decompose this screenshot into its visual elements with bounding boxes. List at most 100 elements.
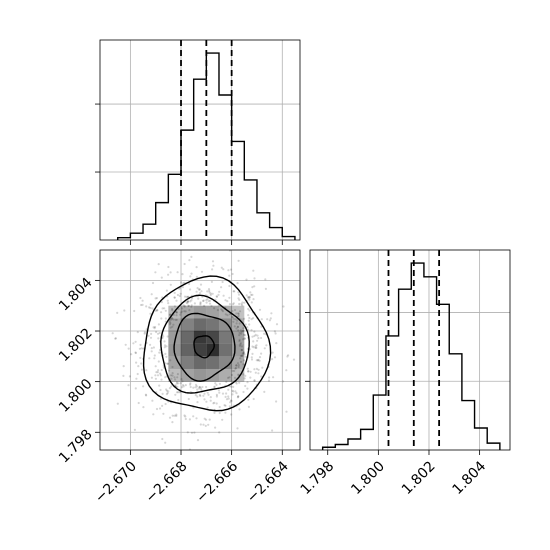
y-histogram-quantile-lines: [387, 250, 441, 450]
scatter-point: [258, 359, 261, 362]
scatter-point: [238, 322, 241, 325]
scatter-point: [238, 334, 241, 337]
scatter-point: [140, 303, 143, 307]
scatter-point: [268, 376, 271, 379]
density-cell: [231, 343, 245, 357]
scatter-point: [260, 325, 263, 328]
density-cell: [231, 368, 245, 382]
scatter-point: [227, 388, 230, 391]
scatter-point: [114, 337, 117, 340]
scatter-point: [238, 408, 241, 411]
scatter-point: [175, 311, 178, 314]
scatter-point: [239, 357, 242, 360]
scatter-point: [182, 304, 185, 307]
density-cell: [218, 305, 232, 319]
scatter-point: [229, 399, 233, 402]
scatter-point: [142, 406, 145, 409]
scatter-point: [157, 360, 160, 363]
scatter-point: [178, 287, 181, 290]
scatter-point: [237, 291, 240, 294]
scatter-point: [234, 367, 237, 370]
scatter-point: [251, 352, 254, 355]
scatter-point: [281, 380, 285, 383]
scatter-point: [175, 318, 178, 321]
scatter-point: [228, 405, 231, 408]
scatter-point: [200, 290, 203, 293]
scatter-point: [134, 351, 137, 355]
scatter-point: [175, 414, 178, 417]
scatter-point: [230, 373, 233, 377]
scatter-point: [176, 271, 179, 274]
scatter-point: [256, 334, 259, 337]
scatter-point: [282, 305, 285, 308]
scatter-point: [156, 309, 159, 312]
scatter-point: [143, 332, 146, 335]
scatter-point: [270, 312, 273, 315]
x-histogram-ticks: [95, 103, 283, 245]
scatter-point: [253, 334, 256, 338]
scatter-point: [231, 303, 234, 306]
scatter-point: [234, 318, 237, 321]
scatter-point: [216, 309, 219, 312]
scatter-point: [268, 319, 271, 322]
scatter-point: [203, 398, 206, 401]
scatter-point: [162, 412, 165, 415]
scatter-point: [178, 294, 181, 298]
scatter-point: [154, 377, 157, 380]
scatter-point: [257, 368, 260, 371]
scatter-point: [292, 358, 296, 361]
scatter-point: [165, 389, 169, 392]
scatter-point: [155, 297, 158, 300]
scatter-point: [236, 319, 239, 322]
scatter-point: [261, 366, 264, 369]
scatter-point: [159, 388, 162, 392]
scatter-point: [169, 359, 172, 362]
scatter-point: [238, 331, 241, 335]
scatter-point: [198, 387, 201, 390]
scatter-point: [232, 302, 235, 305]
scatter-point: [247, 314, 250, 317]
scatter-point: [149, 343, 152, 346]
scatter-point: [183, 310, 186, 313]
scatter-point: [156, 371, 159, 374]
scatter-point: [173, 305, 176, 308]
scatter-point: [189, 382, 192, 385]
density-cell: [193, 368, 207, 382]
scatter-point: [183, 414, 186, 417]
scatter-point: [225, 380, 228, 383]
scatter-point: [157, 369, 160, 372]
scatter-point: [124, 343, 127, 346]
scatter-point: [272, 376, 275, 379]
scatter-point: [203, 417, 206, 420]
scatter-point: [167, 390, 170, 393]
scatter-point: [248, 309, 251, 312]
density-cell: [193, 356, 207, 369]
scatter-point: [183, 262, 186, 266]
scatter-point: [213, 307, 216, 310]
density-cell: [181, 356, 194, 369]
scatter-point: [163, 340, 166, 343]
scatter-point: [181, 273, 184, 276]
scatter-point: [212, 402, 215, 405]
scatter-point: [220, 286, 223, 289]
density-ticks: [95, 279, 283, 455]
density-cell: [231, 318, 245, 332]
scatter-point: [155, 371, 158, 374]
density-cell: [181, 343, 194, 357]
scatter-point: [154, 365, 157, 368]
scatter-point: [160, 368, 163, 372]
scatter-point: [150, 376, 153, 379]
scatter-point: [161, 404, 164, 407]
scatter-point: [176, 385, 179, 388]
density-cell: [218, 343, 232, 357]
scatter-point: [243, 353, 246, 356]
scatter-point: [244, 355, 247, 358]
scatter-point: [153, 354, 156, 357]
scatter-point: [149, 303, 152, 306]
scatter-point: [252, 346, 255, 349]
scatter-point: [145, 394, 148, 397]
scatter-point: [145, 369, 148, 372]
scatter-point: [200, 388, 203, 391]
scatter-point: [232, 390, 235, 393]
scatter-point: [242, 351, 245, 355]
